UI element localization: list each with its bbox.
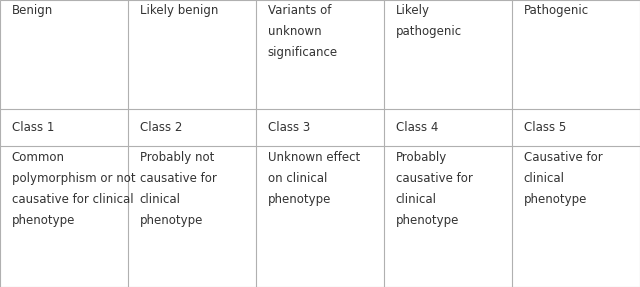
Text: Likely benign: Likely benign: [140, 4, 218, 17]
Text: Variants of
unknown
significance: Variants of unknown significance: [268, 4, 338, 59]
Text: Class 4: Class 4: [396, 121, 438, 134]
Text: Causative for
clinical
phenotype: Causative for clinical phenotype: [524, 150, 602, 205]
Text: Common
polymorphism or not
causative for clinical
phenotype: Common polymorphism or not causative for…: [12, 150, 135, 226]
Text: Probably
causative for
clinical
phenotype: Probably causative for clinical phenotyp…: [396, 150, 472, 226]
Text: Pathogenic: Pathogenic: [524, 4, 589, 17]
Text: Benign: Benign: [12, 4, 52, 17]
Text: Class 2: Class 2: [140, 121, 182, 134]
Text: Likely
pathogenic: Likely pathogenic: [396, 4, 461, 38]
Text: Class 5: Class 5: [524, 121, 566, 134]
Text: Class 1: Class 1: [12, 121, 54, 134]
Text: Unknown effect
on clinical
phenotype: Unknown effect on clinical phenotype: [268, 150, 360, 205]
Text: Probably not
causative for
clinical
phenotype: Probably not causative for clinical phen…: [140, 150, 216, 226]
Text: Class 3: Class 3: [268, 121, 310, 134]
